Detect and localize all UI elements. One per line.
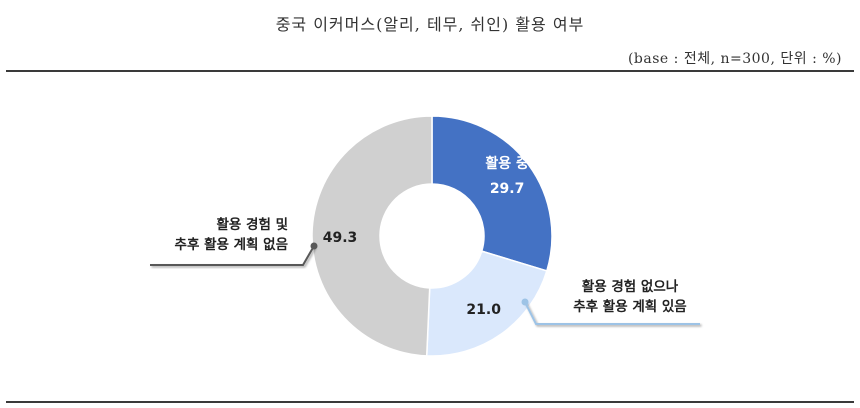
top-divider	[6, 70, 854, 72]
slice-1	[425, 250, 548, 357]
slice-1-name: 활용 경험 없으나	[582, 278, 679, 295]
slice-2-value: 49.3	[323, 230, 358, 246]
slice-0	[431, 115, 553, 272]
slice-2	[311, 115, 433, 357]
slice-2-leader-dot	[310, 242, 318, 250]
chart-subtitle: (base : 전체, n=300, 단위 : %)	[627, 51, 842, 67]
slice-0-name: 활용 중	[485, 155, 529, 172]
bottom-divider	[6, 401, 854, 403]
slice-2-name: 활용 경험 및	[217, 216, 289, 233]
slice-2-leader-line	[150, 245, 315, 266]
chart-title: 중국 이커머스(알리, 테무, 쉬인) 활용 여부	[275, 15, 585, 34]
slice-1-leader-line	[524, 301, 700, 325]
slice-0-value: 29.7	[490, 181, 525, 197]
slice-1-name: 추후 활용 계획 있음	[573, 298, 686, 315]
slice-1-value: 21.0	[466, 302, 501, 318]
slice-1-leader-dot	[521, 298, 529, 306]
slice-2-name: 추후 활용 계획 없음	[175, 236, 288, 253]
